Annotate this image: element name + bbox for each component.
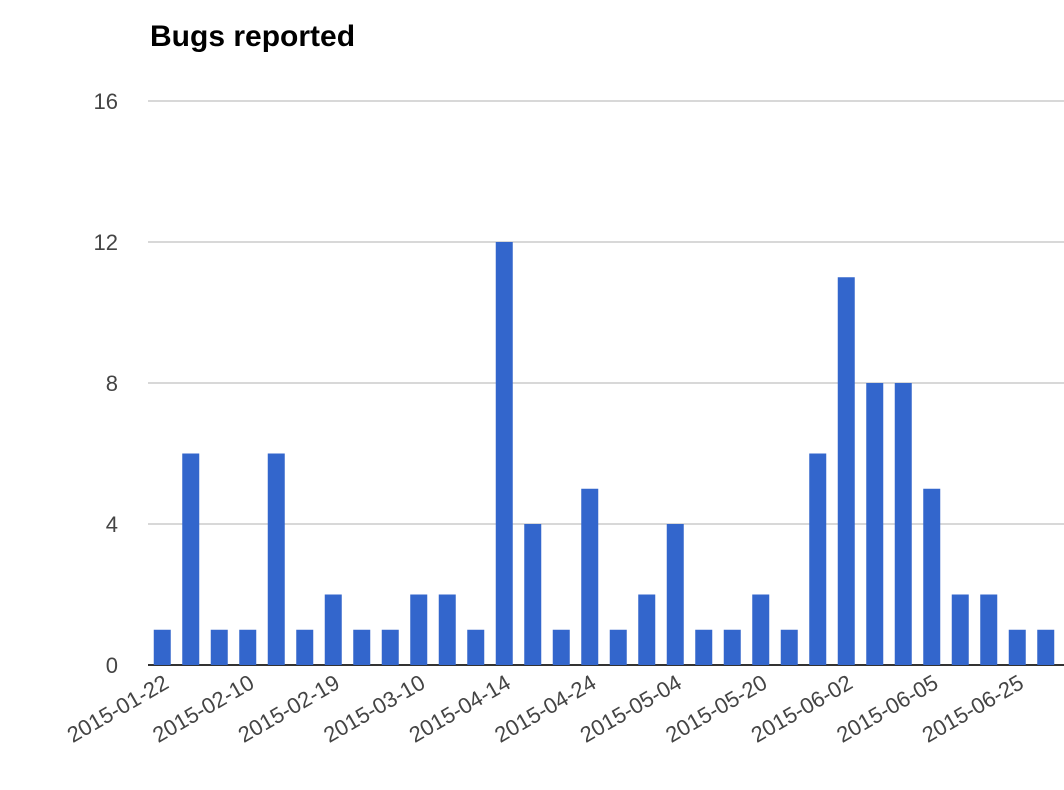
bar (296, 629, 314, 665)
bar (809, 453, 827, 665)
bar (524, 524, 542, 665)
bar (410, 594, 428, 665)
chart-title: Bugs reported (150, 20, 355, 53)
bar (894, 383, 912, 665)
bar (638, 594, 656, 665)
bar (495, 242, 513, 665)
bar (609, 629, 627, 665)
bar (267, 453, 285, 665)
bar (1037, 629, 1055, 665)
y-tick-label: 4 (106, 512, 118, 537)
bar (866, 383, 884, 665)
bar (581, 488, 599, 665)
bar (980, 594, 998, 665)
bar (239, 629, 257, 665)
y-tick-label: 0 (106, 653, 118, 678)
y-tick-label: 12 (94, 230, 118, 255)
bar (467, 629, 485, 665)
bar (153, 629, 171, 665)
bar (1008, 629, 1026, 665)
bar (723, 629, 741, 665)
bar (951, 594, 969, 665)
bar (552, 629, 570, 665)
bar (210, 629, 228, 665)
y-tick-label: 16 (94, 89, 118, 114)
bar (438, 594, 456, 665)
bar (780, 629, 798, 665)
bar (837, 277, 855, 665)
bar (666, 524, 684, 665)
bar (182, 453, 200, 665)
bar (695, 629, 713, 665)
bar (381, 629, 399, 665)
bar (752, 594, 770, 665)
bar (923, 488, 941, 665)
y-tick-label: 8 (106, 371, 118, 396)
bar (324, 594, 342, 665)
bar (353, 629, 371, 665)
